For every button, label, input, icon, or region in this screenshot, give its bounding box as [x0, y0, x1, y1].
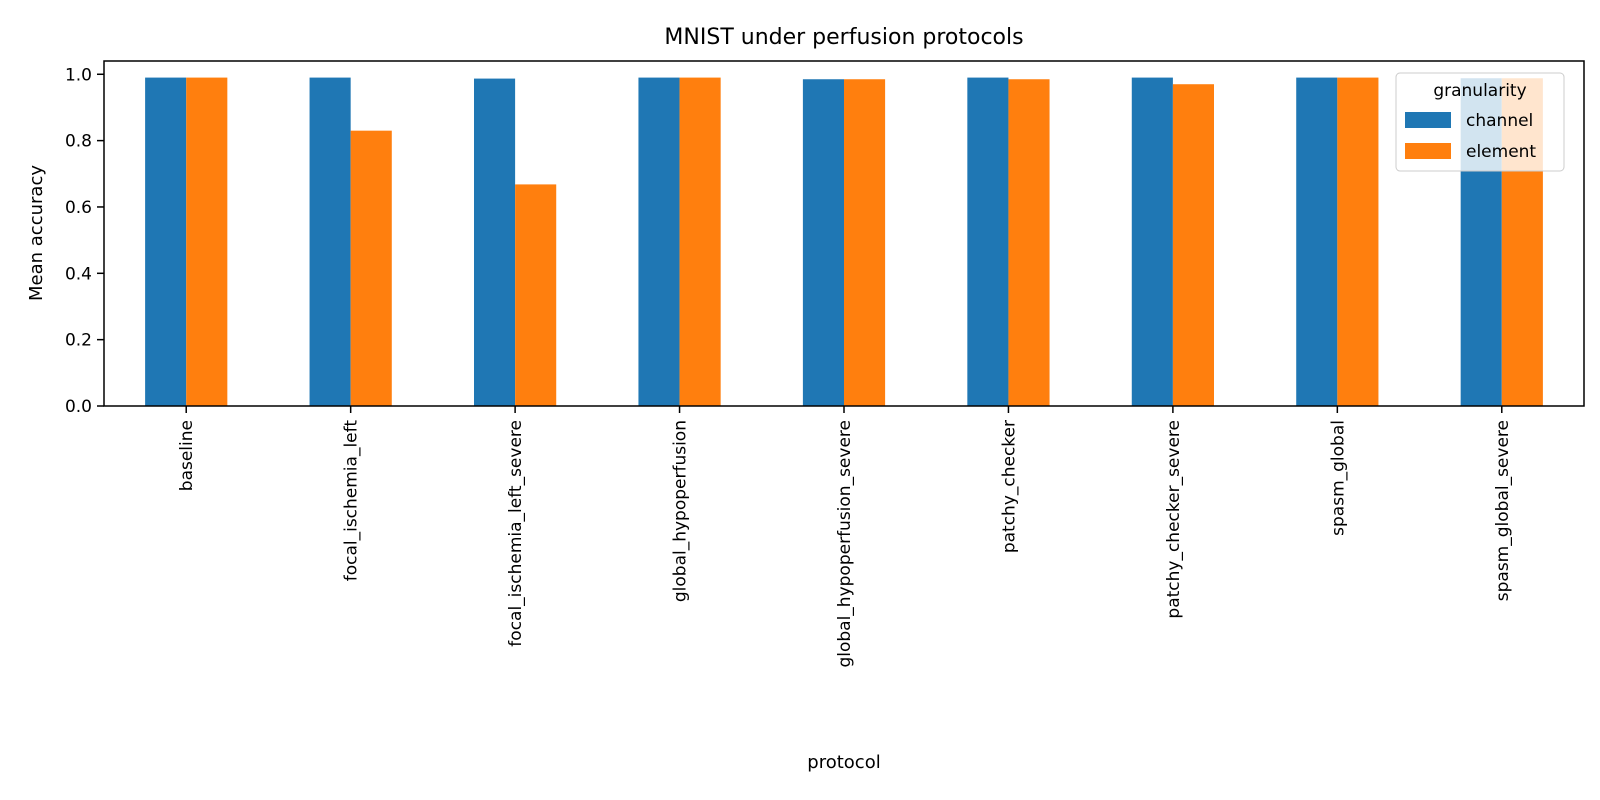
legend-title: granularity [1433, 81, 1526, 101]
bar-element-patchy_checker [1008, 79, 1050, 407]
legend-swatch-channel [1405, 112, 1451, 128]
bar-channel-patchy_checker_severe [1131, 77, 1173, 406]
x-tick-label: patchy_checker [999, 420, 1019, 553]
bar-channel-focal_ischemia_left [309, 77, 351, 406]
y-tick-label: 0.4 [65, 264, 92, 284]
bar-element-focal_ischemia_left [350, 130, 392, 407]
bar-channel-global_hypoperfusion [638, 77, 680, 406]
bar-element-global_hypoperfusion [679, 77, 721, 406]
bar-element-baseline [186, 77, 228, 406]
bar-channel-spasm_global [1296, 77, 1338, 406]
bar-channel-patchy_checker [967, 77, 1009, 406]
x-axis: baseline focal_ischemia_left focal_ischemi… [177, 406, 1513, 668]
y-axis-label: Mean accuracy [26, 165, 47, 301]
y-tick-label: 0.0 [65, 397, 92, 417]
y-tick-label: 0.8 [65, 132, 92, 152]
chart-title: MNIST under perfusion protocols [664, 25, 1023, 50]
bar-element-global_hypoperfusion_severe [844, 79, 886, 407]
bar-channel-baseline [145, 77, 187, 406]
legend-label-element: element [1466, 142, 1536, 162]
bar-element-patchy_checker_severe [1172, 84, 1214, 406]
y-tick-label: 0.6 [65, 198, 92, 218]
x-axis-label: protocol [807, 752, 880, 773]
y-tick-label: 0.2 [65, 331, 92, 351]
y-axis: 0.0 0.2 0.4 0.6 0.8 1.0 [65, 65, 104, 417]
bar-element-spasm_global [1337, 77, 1379, 406]
legend-swatch-element [1405, 143, 1451, 159]
bar-channel-focal_ischemia_left_severe [474, 78, 516, 407]
x-tick-label: spasm_global_severe [1493, 420, 1513, 601]
legend-label-channel: channel [1466, 111, 1533, 131]
bars-layer [145, 77, 1543, 407]
x-tick-label: patchy_checker_severe [1164, 420, 1184, 619]
x-tick-label: global_hypoperfusion_severe [835, 420, 855, 668]
x-tick-label: focal_ischemia_left [342, 420, 362, 582]
x-tick-label: focal_ischemia_left_severe [506, 420, 526, 647]
y-tick-label: 1.0 [65, 65, 92, 85]
legend: granularity channel element [1395, 72, 1565, 172]
x-tick-label: baseline [177, 420, 197, 491]
x-tick-label: spasm_global [1328, 420, 1348, 536]
x-tick-label: global_hypoperfusion [671, 420, 691, 602]
bar-element-focal_ischemia_left_severe [515, 184, 557, 406]
bar-channel-global_hypoperfusion_severe [802, 79, 844, 407]
